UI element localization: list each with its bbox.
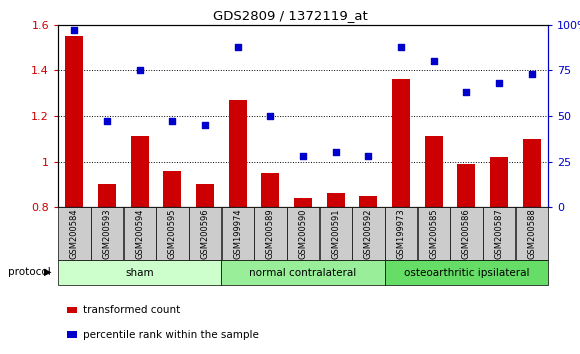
FancyBboxPatch shape	[156, 207, 188, 260]
FancyBboxPatch shape	[58, 260, 222, 285]
Bar	[66, 36, 84, 207]
Text: GSM199974: GSM199974	[233, 209, 242, 259]
FancyBboxPatch shape	[385, 260, 548, 285]
Point	[462, 90, 471, 95]
Point	[429, 58, 438, 64]
Point	[364, 153, 373, 159]
FancyBboxPatch shape	[418, 207, 450, 260]
FancyBboxPatch shape	[352, 207, 385, 260]
FancyBboxPatch shape	[58, 207, 90, 260]
Bar	[458, 164, 476, 207]
Point	[201, 122, 210, 128]
Text: GSM200595: GSM200595	[168, 209, 177, 259]
FancyBboxPatch shape	[222, 260, 385, 285]
Point	[298, 153, 307, 159]
Point	[233, 44, 242, 50]
FancyBboxPatch shape	[450, 207, 483, 260]
Text: GSM200590: GSM200590	[299, 209, 307, 259]
Bar	[229, 100, 246, 207]
FancyBboxPatch shape	[516, 207, 548, 260]
Bar	[130, 136, 148, 207]
Bar	[327, 193, 345, 207]
Text: GDS2809 / 1372119_at: GDS2809 / 1372119_at	[213, 9, 367, 22]
Text: sham: sham	[125, 268, 154, 278]
FancyBboxPatch shape	[385, 207, 417, 260]
Text: GSM199973: GSM199973	[397, 209, 405, 259]
Point	[102, 119, 111, 124]
Text: GSM200584: GSM200584	[70, 209, 79, 259]
Bar	[490, 157, 508, 207]
Text: GSM200591: GSM200591	[331, 209, 340, 259]
Text: GSM200593: GSM200593	[103, 209, 111, 259]
FancyBboxPatch shape	[483, 207, 515, 260]
Point	[266, 113, 275, 119]
Text: GSM200594: GSM200594	[135, 209, 144, 259]
FancyBboxPatch shape	[189, 207, 221, 260]
Bar	[425, 136, 443, 207]
Text: GSM200592: GSM200592	[364, 209, 373, 259]
Text: normal contralateral: normal contralateral	[249, 268, 357, 278]
Text: ▶: ▶	[45, 267, 52, 277]
FancyBboxPatch shape	[222, 207, 254, 260]
FancyBboxPatch shape	[91, 207, 123, 260]
Bar	[98, 184, 116, 207]
Point	[331, 150, 340, 155]
Text: GSM200588: GSM200588	[527, 209, 536, 259]
Text: protocol: protocol	[8, 267, 50, 277]
Text: GSM200596: GSM200596	[201, 209, 209, 259]
Bar	[360, 196, 378, 207]
Bar	[164, 171, 182, 207]
Bar	[196, 184, 214, 207]
Text: transformed count: transformed count	[83, 305, 180, 315]
FancyBboxPatch shape	[320, 207, 352, 260]
Bar	[392, 80, 410, 207]
Point	[527, 71, 536, 77]
Text: GSM200585: GSM200585	[429, 209, 438, 259]
FancyBboxPatch shape	[287, 207, 319, 260]
Text: GSM200587: GSM200587	[495, 209, 503, 259]
Point	[494, 80, 503, 86]
Point	[70, 27, 79, 33]
Point	[135, 68, 144, 73]
Bar	[523, 139, 541, 207]
Text: GSM200589: GSM200589	[266, 209, 275, 259]
Point	[397, 44, 406, 50]
Text: percentile rank within the sample: percentile rank within the sample	[83, 330, 259, 339]
FancyBboxPatch shape	[124, 207, 156, 260]
Bar	[262, 173, 280, 207]
FancyBboxPatch shape	[254, 207, 287, 260]
Text: osteoarthritic ipsilateral: osteoarthritic ipsilateral	[404, 268, 529, 278]
Point	[168, 119, 177, 124]
Text: GSM200586: GSM200586	[462, 209, 471, 259]
Bar	[294, 198, 312, 207]
